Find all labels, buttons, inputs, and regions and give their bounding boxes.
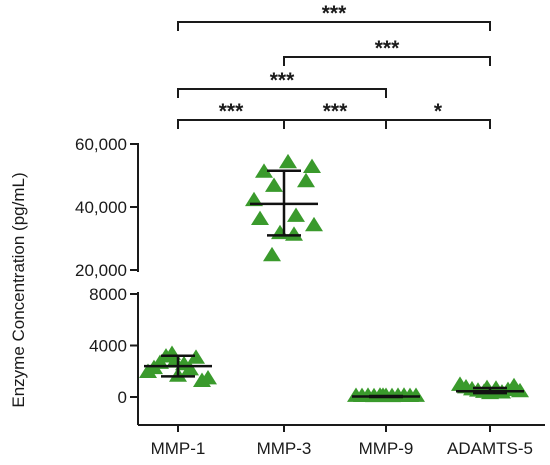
data-point [181, 360, 199, 376]
significance-label: *** [270, 69, 295, 92]
x-category-label: MMP-3 [257, 439, 312, 458]
x-category-label: ADAMTS-5 [447, 439, 533, 458]
x-category-labels: MMP-1 MMP-3 MMP-9 ADAMTS-5 [151, 439, 533, 458]
axes [137, 143, 545, 432]
significance-bracket [177, 21, 491, 31]
significance-bracket [385, 119, 491, 129]
data-point [263, 246, 281, 262]
data-point [255, 163, 273, 178]
y-tick-label: 0 [118, 388, 127, 407]
significance-label: *** [323, 100, 348, 123]
data-point [166, 353, 184, 368]
y-tick-label: 40,000 [75, 198, 127, 217]
significance-label: *** [219, 100, 244, 123]
data-point [287, 207, 305, 222]
data-point [271, 224, 289, 240]
data-point [187, 349, 205, 364]
significance-bracket [177, 88, 387, 98]
data-point [305, 216, 323, 232]
error-bars [144, 169, 524, 399]
significance-label: *** [322, 2, 347, 25]
y-tick-label: 60,000 [75, 135, 127, 154]
data-point [303, 158, 321, 174]
significance-label: *** [375, 37, 400, 60]
data-point [279, 153, 297, 169]
y-tick-label: 8000 [89, 285, 127, 304]
significance-brackets: *** *** ********** [177, 2, 491, 129]
significance-bracket [283, 56, 491, 66]
data-point [199, 369, 217, 385]
data-point [297, 172, 315, 188]
data-point [251, 210, 269, 225]
x-category-label: MMP-9 [359, 439, 414, 458]
data-point [407, 387, 425, 402]
significance-label: * [434, 100, 443, 123]
y-ticks: 0 4000 8000 20,000 40,000 60,000 [75, 135, 138, 407]
data-point [265, 177, 283, 192]
y-tick-label: 4000 [89, 337, 127, 356]
data-point [245, 191, 263, 207]
y-tick-label: 20,000 [75, 261, 127, 280]
x-category-label: MMP-1 [151, 439, 206, 458]
data-point [285, 226, 303, 241]
y-axis-title: Enzyme Concentration (pg/mL) [9, 172, 28, 407]
